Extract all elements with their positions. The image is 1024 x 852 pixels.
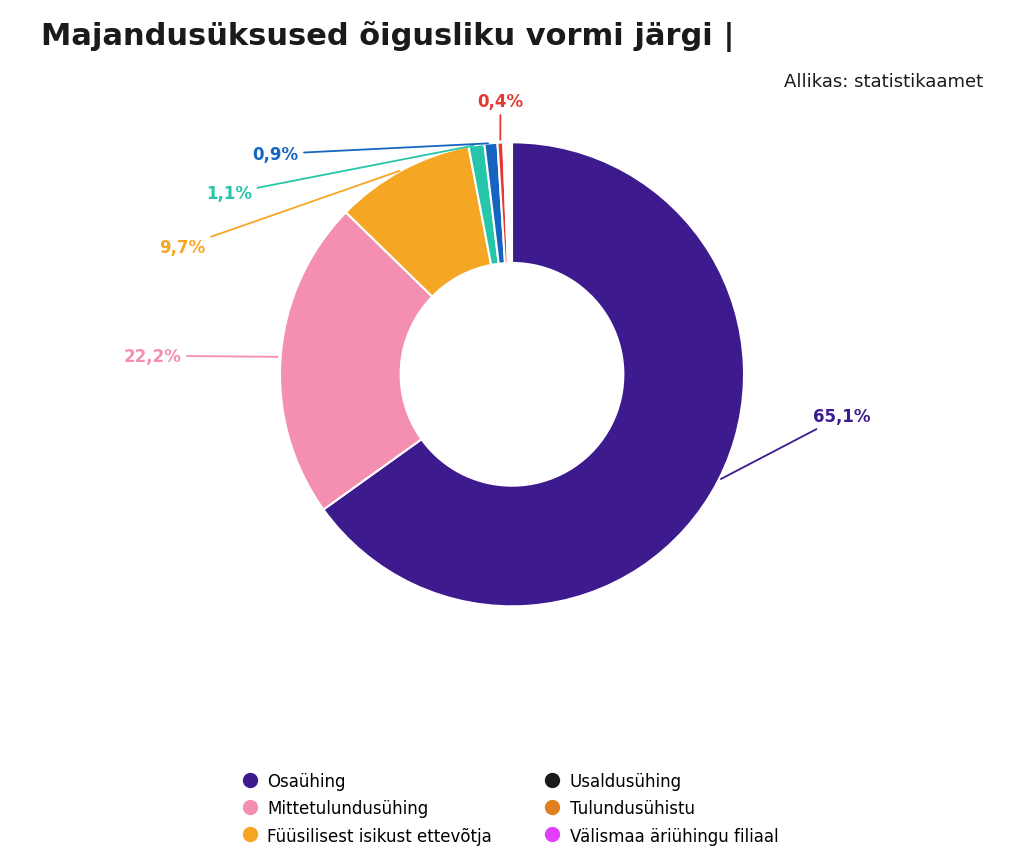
Wedge shape	[508, 143, 511, 263]
Wedge shape	[484, 144, 505, 264]
Text: 65,1%: 65,1%	[721, 407, 870, 480]
Text: 22,2%: 22,2%	[124, 348, 278, 366]
Text: 9,7%: 9,7%	[160, 171, 399, 256]
Text: 0,4%: 0,4%	[477, 92, 523, 141]
Text: 1,1%: 1,1%	[206, 147, 474, 203]
Legend: Osaühing, Mittetulundusühing, Füüsilisest isikust ettevõtja, Aktsiaselts, Kohali: Osaühing, Mittetulundusühing, Füüsilises…	[238, 764, 786, 852]
Wedge shape	[503, 143, 509, 264]
Wedge shape	[324, 143, 744, 607]
Wedge shape	[469, 145, 499, 266]
Wedge shape	[498, 143, 508, 264]
Text: Allikas: statistikaamet: Allikas: statistikaamet	[784, 72, 983, 90]
Wedge shape	[280, 213, 432, 509]
Wedge shape	[509, 143, 511, 263]
Text: Majandusüksused õigusliku vormi järgi |: Majandusüksused õigusliku vormi järgi |	[41, 21, 734, 52]
Wedge shape	[506, 143, 510, 263]
Wedge shape	[511, 143, 512, 263]
Wedge shape	[346, 147, 492, 297]
Text: 0,9%: 0,9%	[252, 144, 488, 164]
